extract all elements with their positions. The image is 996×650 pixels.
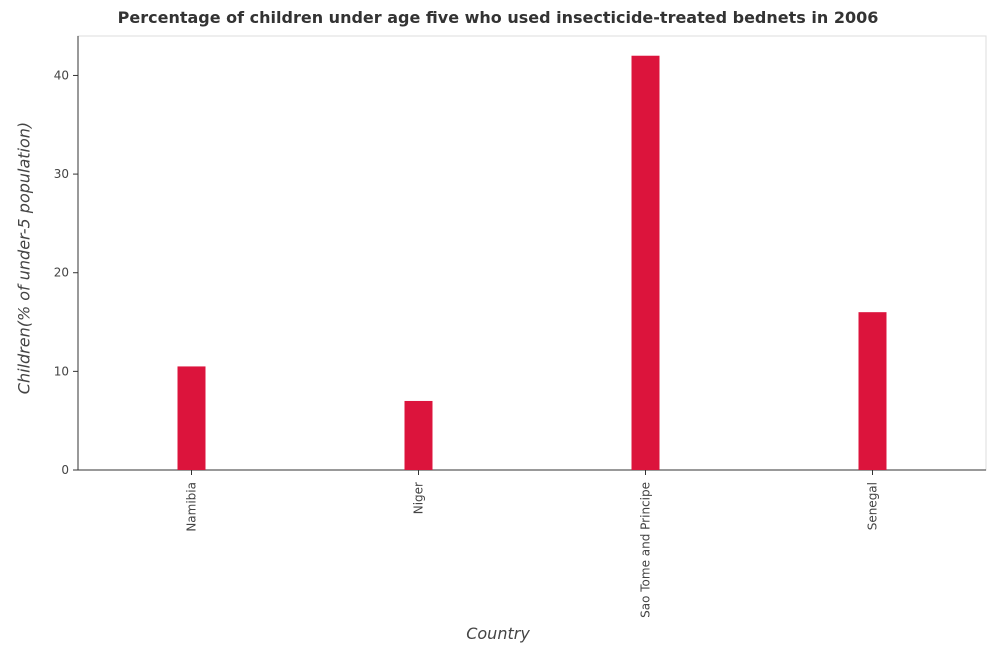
bar-2	[631, 55, 660, 471]
x-tick-label-2: Sao Tome and Principe	[639, 482, 653, 618]
x-axis-label: Country	[466, 624, 530, 643]
x-tick-label-3: Senegal	[866, 482, 880, 530]
x-tick-label-0: Namibia	[185, 482, 199, 532]
bar-0	[177, 366, 206, 470]
y-tick-label-1: 10	[54, 364, 69, 378]
y-tick-label-4: 40	[54, 68, 69, 82]
y-tick-label-0: 0	[61, 463, 69, 477]
bar-1	[404, 400, 433, 470]
chart-title: Percentage of children under age five wh…	[117, 8, 879, 27]
y-tick-label-3: 30	[54, 167, 69, 181]
y-tick-label-2: 20	[54, 266, 69, 280]
bar-3	[858, 312, 887, 470]
x-tick-label-1: Niger	[412, 482, 426, 514]
plot-frame	[77, 35, 987, 471]
